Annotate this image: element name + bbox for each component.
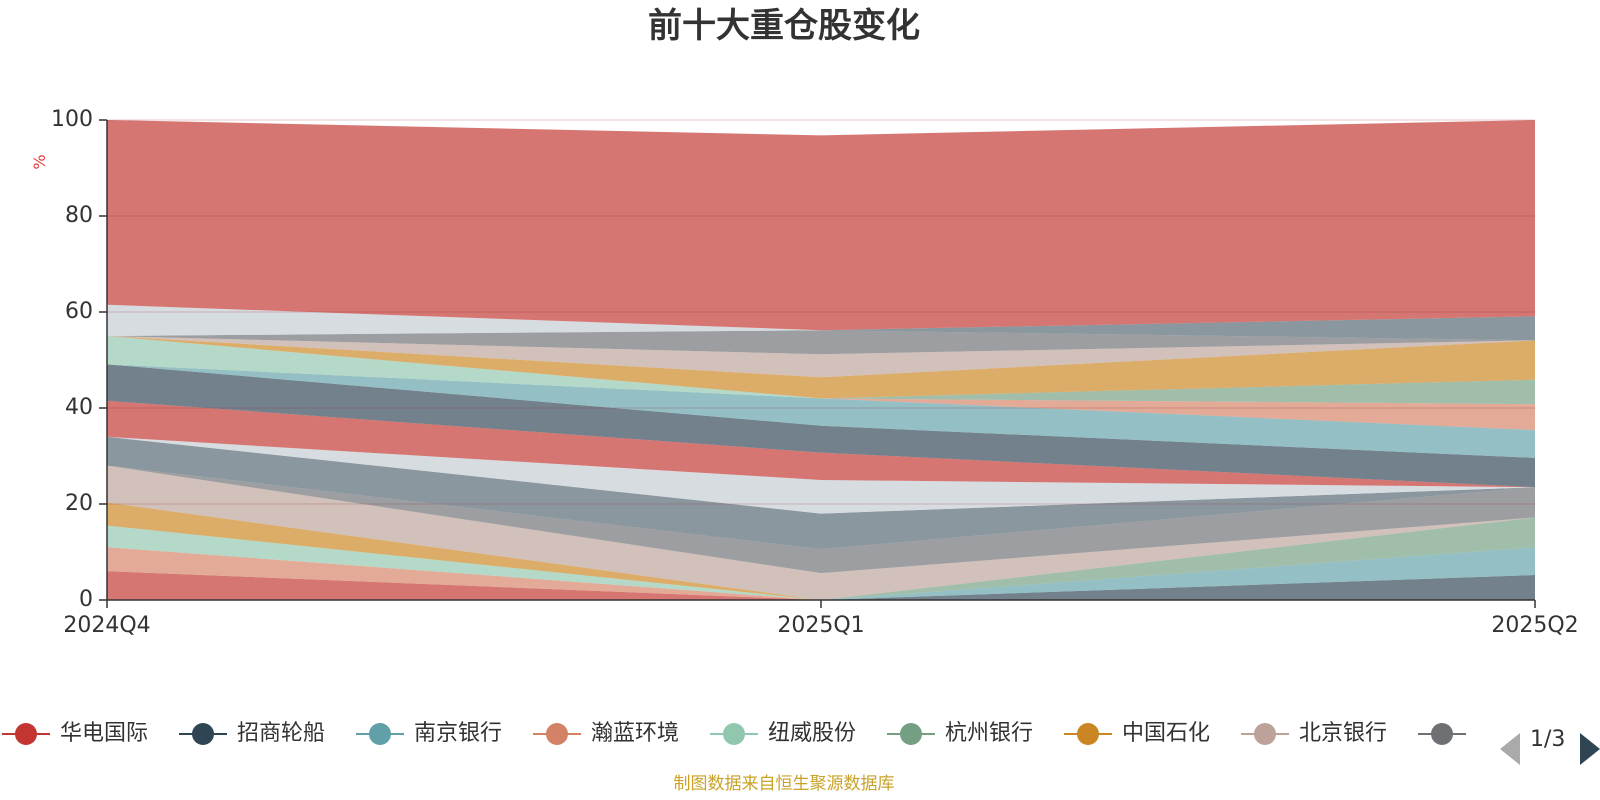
legend-item[interactable]: 瀚蓝环境: [533, 721, 679, 746]
legend-label: 中国石化: [1122, 721, 1210, 746]
axes: 0 20 40 60 80 100 2024Q4 2025Q1 2025Q2: [51, 107, 1579, 638]
series-area-7: [107, 502, 1535, 600]
y-axis-unit: %: [30, 154, 49, 169]
legend-marker-icon: [15, 723, 37, 745]
legend-label: 华电国际: [60, 721, 148, 746]
legend-pager: 1/3: [1500, 727, 1600, 765]
legend-marker-icon: [900, 723, 922, 745]
series-area-16: [107, 364, 1535, 405]
legend-item[interactable]: 北京银行: [1241, 721, 1387, 746]
x-tick-label: 2025Q1: [777, 613, 864, 638]
legend-label: 瀚蓝环境: [591, 721, 679, 746]
legend-label: 北京银行: [1299, 721, 1387, 746]
legend-label: 纽威股份: [768, 721, 856, 746]
legend-item[interactable]: 华电国际: [2, 721, 148, 746]
y-tick-label: 40: [65, 395, 93, 420]
series-area-9: [107, 465, 1535, 574]
y-tick-label: 0: [79, 587, 93, 612]
legend-marker-icon: [192, 723, 214, 745]
legend-item[interactable]: 招商轮船: [179, 721, 325, 746]
series-area-15: [107, 364, 1535, 431]
legend-item[interactable]: 纽威股份: [710, 721, 856, 746]
grid-lines: [107, 119, 1535, 505]
series-area-1: [107, 571, 1535, 600]
series-area-3: [107, 547, 1535, 600]
series-area-23: [107, 120, 1535, 331]
legend-label: 招商轮船: [237, 721, 325, 746]
series-area-14: [107, 364, 1535, 458]
legend-page-indicator: 1/3: [1530, 727, 1565, 752]
series-area-20: [107, 330, 1535, 355]
series-areas: [107, 120, 1535, 600]
legend-marker-icon: [369, 723, 391, 745]
y-tick-label: 100: [51, 107, 93, 132]
legend-prev-page-icon[interactable]: [1500, 733, 1520, 765]
legend-item[interactable]: 杭州银行: [887, 721, 1033, 746]
series-area-21: [107, 316, 1535, 341]
y-tick-label: 60: [65, 299, 93, 324]
series-area-17: [107, 336, 1535, 399]
series-area-18: [107, 336, 1535, 399]
legend-marker-icon: [1254, 723, 1276, 745]
legend-marker-icon: [1077, 723, 1099, 745]
series-area-6: [107, 517, 1535, 600]
series-area-19: [107, 336, 1535, 378]
legend-item[interactable]: [1418, 723, 1466, 745]
series-area-10: [107, 436, 1535, 550]
legend-label: 杭州银行: [945, 721, 1033, 746]
series-area-11: [107, 436, 1535, 514]
series-area-5: [107, 525, 1535, 600]
legend-label: 南京银行: [414, 721, 502, 746]
series-area-4: [107, 547, 1535, 600]
x-tick-label: 2024Q4: [63, 613, 150, 638]
series-area-12: [107, 400, 1535, 488]
series-area-22: [107, 304, 1535, 336]
source-note: 制图数据来自恒生聚源数据库: [674, 774, 895, 794]
legend: 华电国际 招商轮船 南京银行 瀚蓝环境 纽威股份 杭州银行 中国石化 北京银行: [2, 721, 1466, 746]
legend-next-page-icon[interactable]: [1580, 733, 1600, 765]
series-area-2: [107, 571, 1535, 600]
x-tick-label: 2025Q2: [1491, 613, 1578, 638]
y-tick-label: 20: [65, 491, 93, 516]
legend-marker-icon: [1431, 723, 1453, 745]
y-tick-label: 80: [65, 203, 93, 228]
legend-item[interactable]: 中国石化: [1064, 721, 1210, 746]
legend-marker-icon: [723, 723, 745, 745]
chart-title: 前十大重仓股变化: [648, 6, 920, 46]
legend-marker-icon: [546, 723, 568, 745]
legend-item[interactable]: 南京银行: [356, 721, 502, 746]
